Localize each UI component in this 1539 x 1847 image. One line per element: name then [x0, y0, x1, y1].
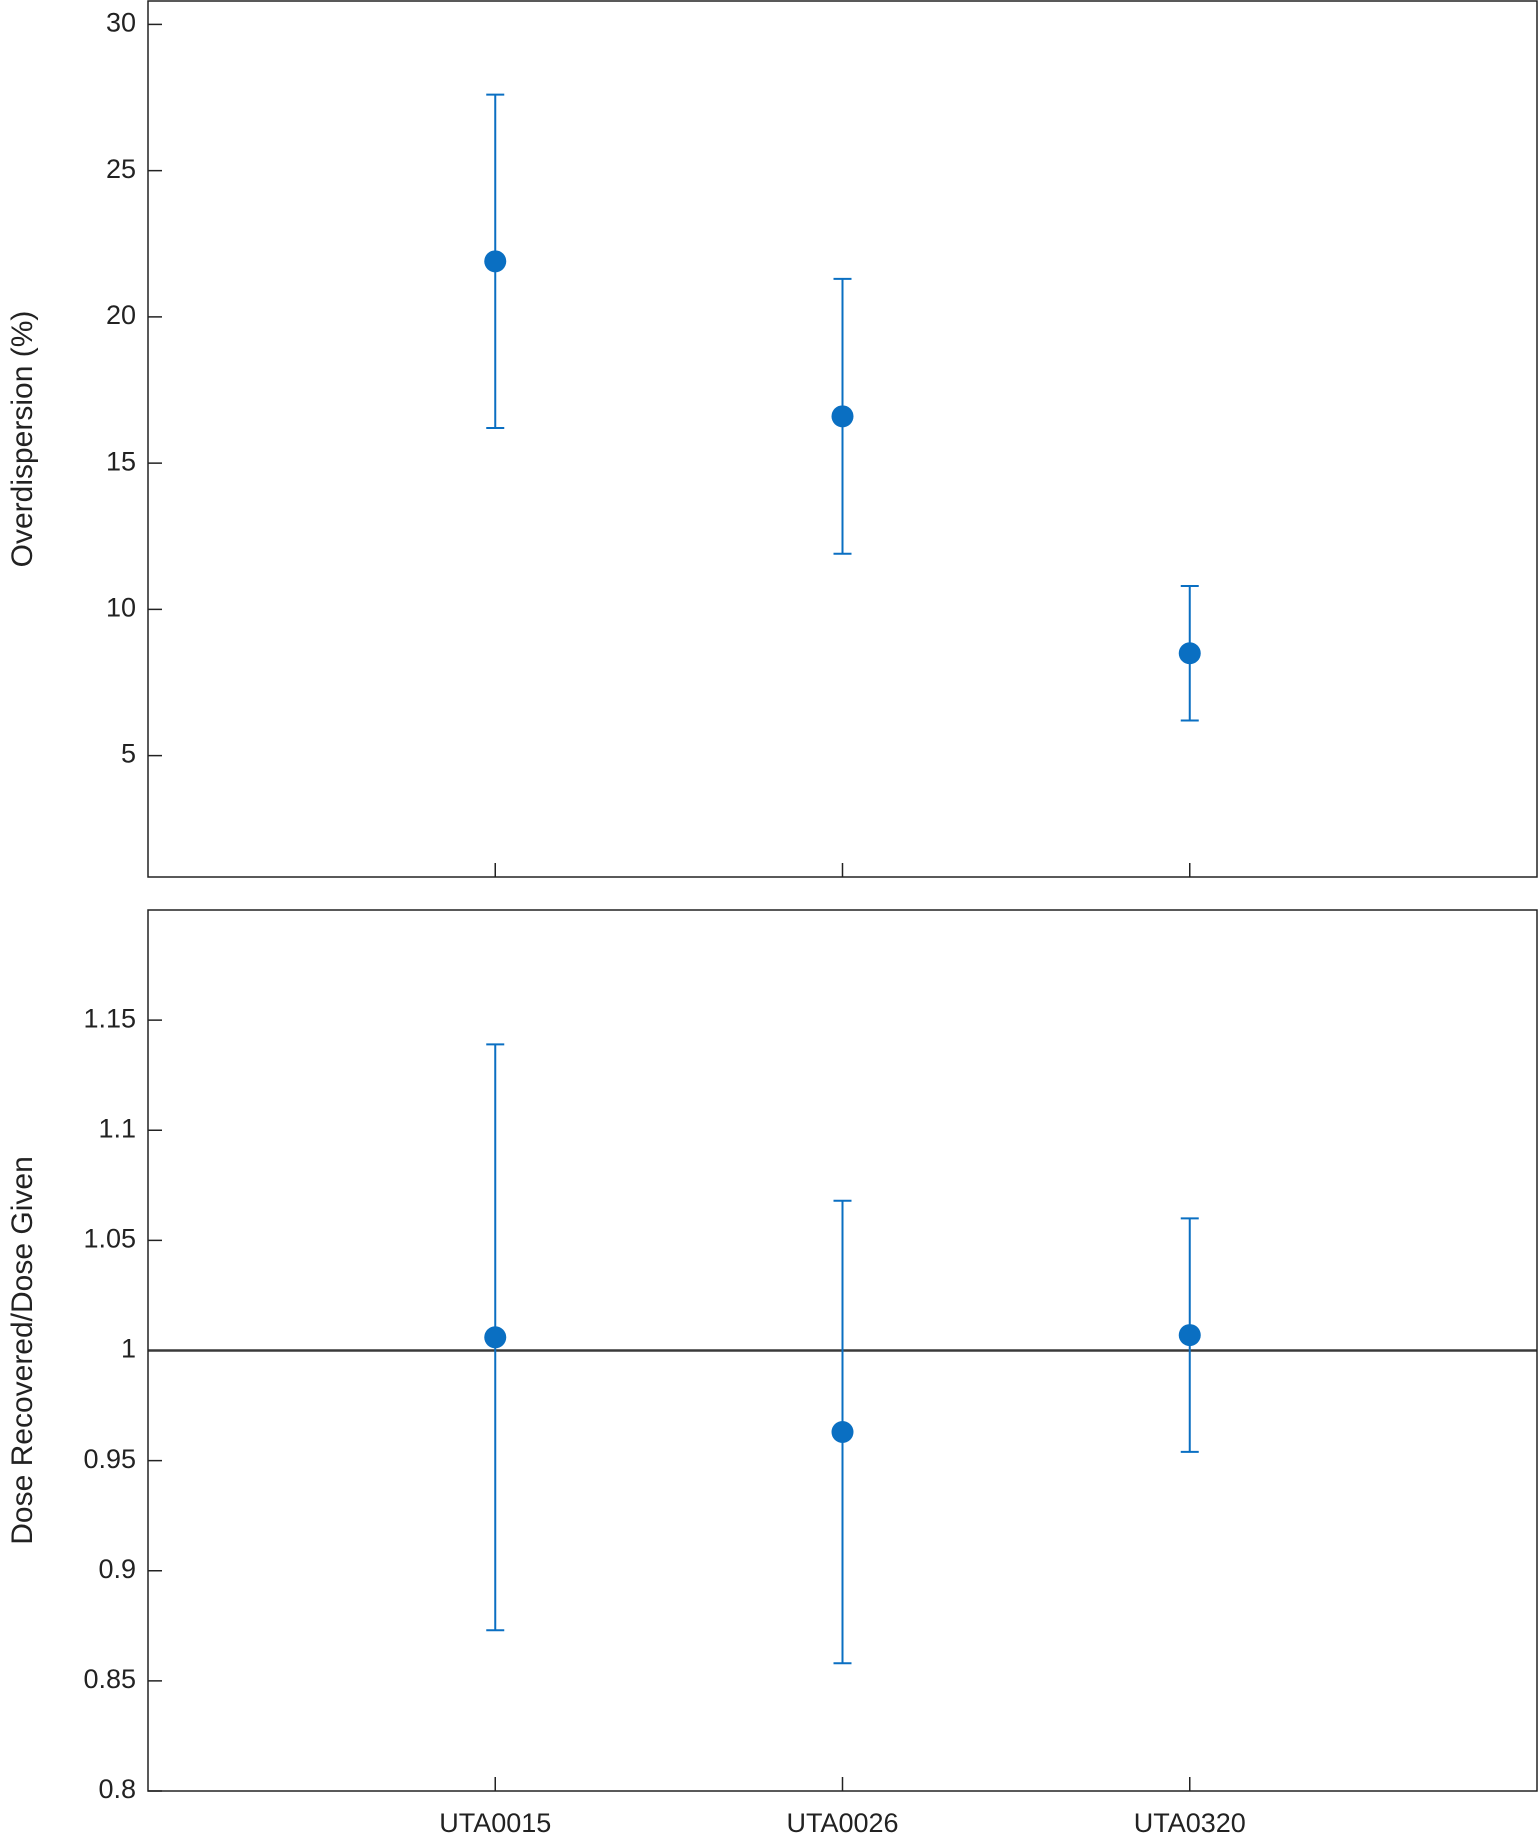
y-tick-label: 30	[106, 8, 136, 38]
y-tick-label: 0.9	[98, 1554, 136, 1584]
y-tick-label: 1	[121, 1334, 136, 1364]
point	[831, 1420, 854, 1443]
x-tick-label: UTA0015	[439, 1808, 551, 1838]
x-tick-label: UTA0026	[786, 1808, 898, 1838]
y-axis-label: Overdispersion (%)	[6, 311, 39, 568]
point	[1178, 1324, 1201, 1347]
plot-frame	[147, 0, 1538, 878]
y-axis-label: Dose Recovered/Dose Given	[6, 1156, 39, 1545]
y-tick-label: 1.1	[98, 1113, 136, 1143]
y-tick-label: 5	[121, 739, 136, 769]
point	[1178, 642, 1201, 665]
point	[484, 1326, 507, 1349]
plot-frame	[147, 909, 1538, 1792]
y-tick-label: 1.05	[83, 1224, 136, 1254]
point	[831, 405, 854, 428]
x-tick-label: UTA0320	[1134, 1808, 1246, 1838]
y-tick-label: 1.15	[83, 1003, 136, 1033]
y-tick-label: 15	[106, 446, 136, 476]
y-tick-label: 25	[106, 154, 136, 184]
y-tick-label: 0.85	[83, 1664, 136, 1694]
y-tick-label: 0.95	[83, 1444, 136, 1474]
y-tick-label: 10	[106, 592, 136, 622]
y-tick-label: 0.8	[98, 1774, 136, 1804]
y-tick-label: 20	[106, 300, 136, 330]
point	[484, 250, 507, 273]
